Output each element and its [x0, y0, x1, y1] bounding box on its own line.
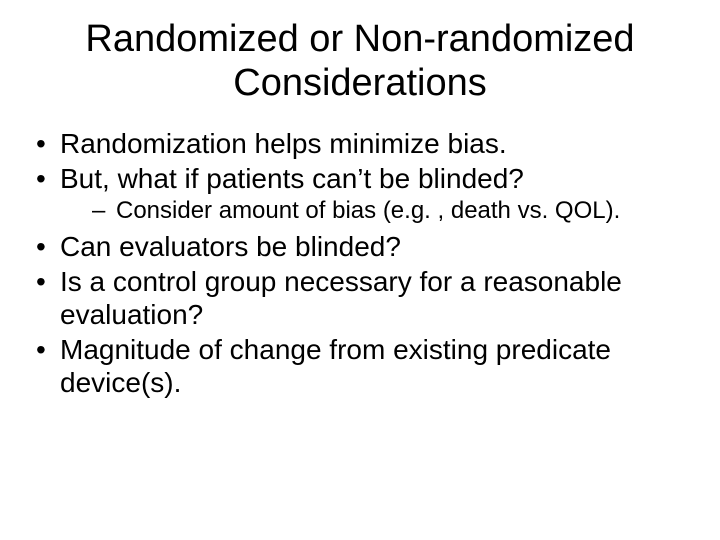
slide-title: Randomized or Non-randomized Considerati…: [30, 18, 690, 105]
list-item: Randomization helps minimize bias.: [30, 127, 690, 160]
list-item: Magnitude of change from existing predic…: [30, 333, 690, 399]
list-item: Consider amount of bias (e.g. , death vs…: [60, 197, 690, 226]
bullet-text: Can evaluators be blinded?: [60, 231, 401, 262]
bullet-list: Randomization helps minimize bias. But, …: [30, 127, 690, 399]
sub-bullet-text: Consider amount of bias (e.g. , death vs…: [116, 197, 620, 224]
bullet-text: Randomization helps minimize bias.: [60, 128, 507, 159]
bullet-text: Magnitude of change from existing predic…: [60, 334, 611, 398]
list-item: Is a control group necessary for a reaso…: [30, 265, 690, 331]
list-item: But, what if patients can’t be blinded? …: [30, 162, 690, 226]
slide: Randomized or Non-randomized Considerati…: [0, 0, 720, 540]
list-item: Can evaluators be blinded?: [30, 230, 690, 263]
sub-bullet-list: Consider amount of bias (e.g. , death vs…: [60, 197, 690, 226]
bullet-text: Is a control group necessary for a reaso…: [60, 266, 622, 330]
bullet-text: But, what if patients can’t be blinded?: [60, 163, 524, 194]
